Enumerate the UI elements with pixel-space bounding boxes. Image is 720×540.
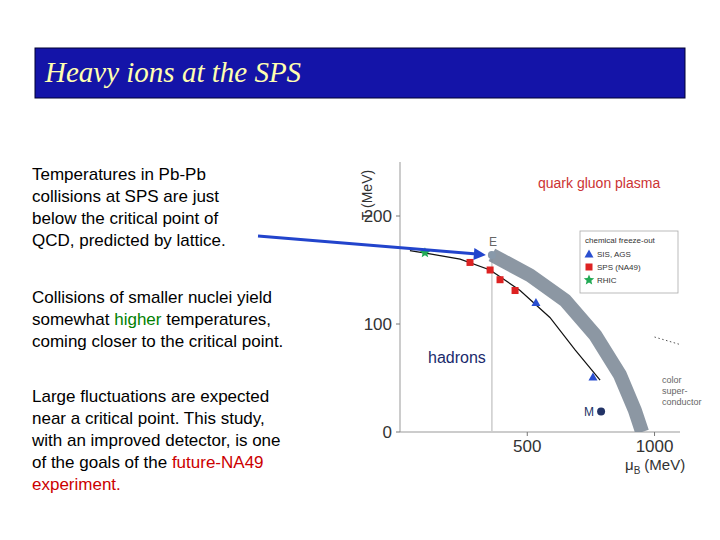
- x-tick: [654, 432, 655, 436]
- x-label-subscript: B: [634, 465, 641, 476]
- text-segment: coming closer to the critical point.: [32, 332, 283, 351]
- y-tick: [396, 324, 400, 325]
- text-segment: collisions at SPS are just: [32, 187, 219, 206]
- legend-marker: [584, 275, 594, 285]
- region-label: super-: [662, 386, 688, 396]
- special-point: [597, 407, 605, 415]
- y-tick: [396, 216, 400, 217]
- data-point: [531, 298, 540, 306]
- x-axis-label: μB(MeV): [625, 456, 685, 476]
- legend: chemical freeze-out SIS, AGS SPS (NA49) RHI…: [580, 231, 678, 293]
- region-label: conductor: [662, 397, 702, 407]
- curve: [655, 337, 681, 345]
- region-label: quark gluon plasma: [538, 175, 660, 191]
- y-tick: [396, 432, 400, 433]
- text-segment: Temperatures in Pb-Pb: [32, 165, 206, 184]
- text-segment: with an improved detector, is one: [31, 431, 281, 450]
- text-line: of the goals of the future-NA49: [32, 453, 264, 472]
- text-segment: QCD, predicted by lattice.: [32, 231, 226, 250]
- data-point: [497, 276, 504, 283]
- y-axis-line: [400, 162, 401, 432]
- region-label: hadrons: [428, 349, 486, 366]
- text-line: Temperatures in Pb-Pb: [32, 165, 206, 184]
- data-point: [512, 287, 519, 294]
- y-tick-label: 100: [364, 315, 392, 334]
- critical-point-guide: [491, 255, 493, 432]
- text-line: QCD, predicted by lattice.: [32, 231, 226, 250]
- region-label: color: [662, 375, 682, 385]
- text-segment: higher: [114, 310, 162, 329]
- y-axis-label: T (MeV): [359, 170, 375, 220]
- x-label-unit: (MeV): [644, 456, 685, 473]
- legend-marker: [586, 264, 593, 271]
- text-line: Large fluctuations are expected: [32, 387, 269, 406]
- y-tick-label: 0: [383, 423, 392, 442]
- x-tick: [527, 432, 528, 436]
- text-line: somewhat higher temperatures,: [32, 310, 271, 329]
- data-point: [487, 267, 494, 274]
- pointer-arrow: [258, 236, 477, 254]
- text-segment: somewhat: [32, 310, 114, 329]
- point-label: E: [489, 235, 497, 249]
- text-line: with an improved detector, is one: [31, 431, 281, 450]
- pointer-arrowhead: [473, 248, 486, 260]
- point-label: M: [584, 405, 594, 419]
- legend-marker: [585, 250, 594, 258]
- text-segment: Collisions of smaller nuclei yield: [32, 288, 272, 307]
- x-tick-label: 500: [513, 437, 541, 456]
- text-line: collisions at SPS are just: [32, 187, 219, 206]
- data-point: [588, 372, 597, 380]
- legend-label: RHIC: [597, 276, 617, 285]
- text-line: below the critical point of: [32, 209, 218, 228]
- legend-box: [580, 231, 678, 293]
- text-segment: below the critical point of: [32, 209, 218, 228]
- x-tick-label: 1000: [636, 437, 674, 456]
- slide: Heavy ions at the SPS Temperatures in Pb-…: [0, 0, 720, 540]
- text-segment: experiment.: [32, 475, 121, 494]
- special-point: [488, 251, 496, 259]
- text-segment: temperatures,: [161, 310, 271, 329]
- text-line: coming closer to the critical point.: [32, 332, 283, 351]
- data-point: [467, 259, 474, 266]
- text-segment: future-NA49: [172, 453, 264, 472]
- text-line: experiment.: [32, 475, 121, 494]
- slide-title: Heavy ions at the SPS: [44, 56, 302, 88]
- x-label-symbol: μ: [625, 456, 634, 473]
- text-segment: near a critical point. This study,: [32, 409, 265, 428]
- text-line: near a critical point. This study,: [32, 409, 265, 428]
- legend-title: chemical freeze-out: [585, 236, 656, 245]
- text-segment: Large fluctuations are expected: [32, 387, 269, 406]
- legend-label: SPS (NA49): [597, 263, 641, 272]
- legend-label: SIS, AGS: [597, 250, 631, 259]
- text-segment: of the goals of the: [32, 453, 172, 472]
- title-bar: [35, 48, 685, 98]
- text-line: Collisions of smaller nuclei yield: [32, 288, 272, 307]
